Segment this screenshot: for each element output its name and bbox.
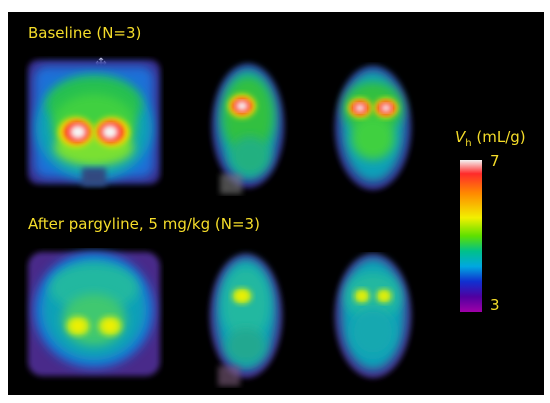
pargyline-coronal-scan [28,252,160,376]
colorbar [460,160,482,312]
pargyline-axial-scan [335,254,411,378]
pargyline-label: After pargyline, 5 mg/kg (N=3) [28,215,260,233]
baseline-coronal-scan [28,60,160,186]
colorbar-symbol: V [455,128,466,146]
baseline-sagittal-scan [212,64,284,194]
baseline-label: Baseline (N=3) [28,24,142,42]
baseline-axial-scan [335,66,411,190]
image-panel: Baseline (N=3) After pargyline, 5 mg/kg … [8,12,544,395]
colorbar-min-label: 3 [490,296,500,314]
colorbar-unit: (mL/g) [476,128,526,146]
pargyline-sagittal-scan [210,254,282,386]
colorbar-max-label: 7 [490,152,500,170]
colorbar-subscript: h [465,138,472,149]
colorbar-title: Vh (mL/g) [455,128,526,149]
